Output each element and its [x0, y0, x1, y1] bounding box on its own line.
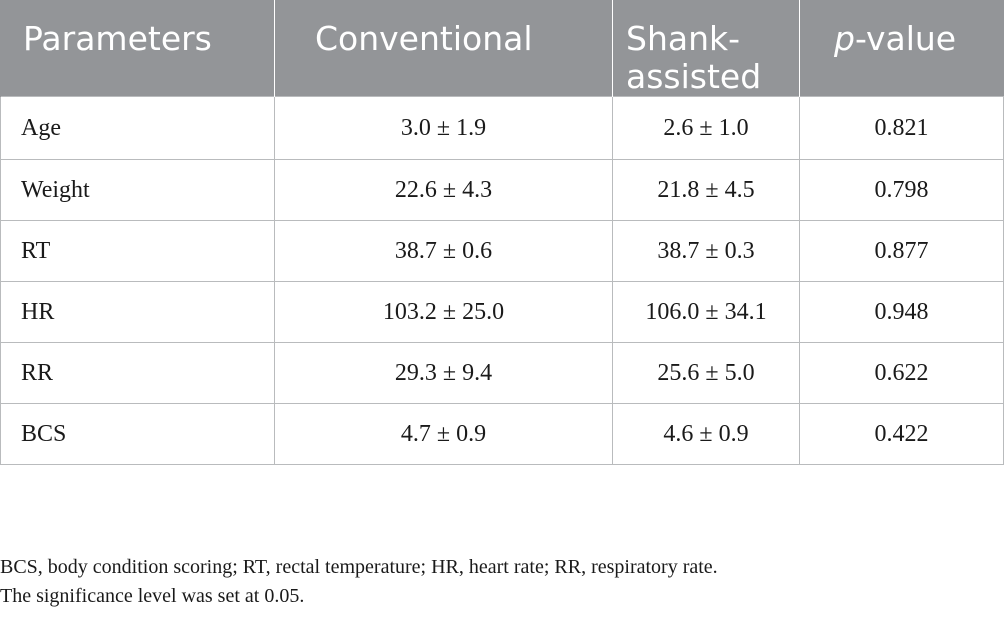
cell-parameter: HR — [0, 281, 275, 343]
cell-p-value: 0.821 — [799, 96, 1004, 160]
cell-conventional: 3.0 ± 1.9 — [274, 96, 613, 160]
cell-p-value: 0.798 — [799, 159, 1004, 221]
header-p-value: p-value — [799, 0, 1004, 97]
cell-shank-assisted: 25.6 ± 5.0 — [612, 342, 800, 404]
table-header: Parameters Conventional Shank-assisted p… — [0, 0, 1004, 97]
cell-conventional: 103.2 ± 25.0 — [274, 281, 613, 343]
cell-parameter: RT — [0, 220, 275, 282]
footnote-significance: The significance level was set at 0.05. — [0, 585, 305, 607]
header-conventional: Conventional — [274, 0, 613, 97]
parameters-table: Parameters Conventional Shank-assisted p… — [0, 0, 1004, 465]
footnote-abbreviations: BCS, body condition scoring; RT, rectal … — [0, 556, 718, 578]
cell-shank-assisted: 2.6 ± 1.0 — [612, 96, 800, 160]
table-body: Age 3.0 ± 1.9 2.6 ± 1.0 0.821 Weight 22.… — [0, 96, 1004, 465]
cell-p-value: 0.422 — [799, 403, 1004, 465]
cell-shank-assisted: 38.7 ± 0.3 — [612, 220, 800, 282]
table-row: BCS 4.7 ± 0.9 4.6 ± 0.9 0.422 — [0, 403, 1004, 465]
cell-p-value: 0.877 — [799, 220, 1004, 282]
cell-parameter: Weight — [0, 159, 275, 221]
cell-shank-assisted: 21.8 ± 4.5 — [612, 159, 800, 221]
header-p-rest: -value — [854, 19, 957, 58]
cell-parameter: Age — [0, 96, 275, 160]
cell-parameter: RR — [0, 342, 275, 404]
table-row: Weight 22.6 ± 4.3 21.8 ± 4.5 0.798 — [0, 159, 1004, 221]
cell-conventional: 29.3 ± 9.4 — [274, 342, 613, 404]
header-shank-line2: assisted — [626, 57, 762, 96]
cell-conventional: 38.7 ± 0.6 — [274, 220, 613, 282]
header-row: Parameters Conventional Shank-assisted p… — [0, 0, 1004, 97]
table-row: RT 38.7 ± 0.6 38.7 ± 0.3 0.877 — [0, 220, 1004, 282]
cell-parameter: BCS — [0, 403, 275, 465]
cell-shank-assisted: 4.6 ± 0.9 — [612, 403, 800, 465]
cell-p-value: 0.948 — [799, 281, 1004, 343]
table-row: RR 29.3 ± 9.4 25.6 ± 5.0 0.622 — [0, 342, 1004, 404]
header-shank-assisted: Shank-assisted — [612, 0, 800, 97]
cell-shank-assisted: 106.0 ± 34.1 — [612, 281, 800, 343]
cell-conventional: 4.7 ± 0.9 — [274, 403, 613, 465]
header-shank-line1: Shank- — [626, 19, 741, 58]
cell-conventional: 22.6 ± 4.3 — [274, 159, 613, 221]
cell-p-value: 0.622 — [799, 342, 1004, 404]
header-p-italic: p — [834, 19, 855, 58]
table-footnotes: BCS, body condition scoring; RT, rectal … — [0, 553, 1000, 611]
table-row: HR 103.2 ± 25.0 106.0 ± 34.1 0.948 — [0, 281, 1004, 343]
table-row: Age 3.0 ± 1.9 2.6 ± 1.0 0.821 — [0, 96, 1004, 160]
header-parameters: Parameters — [0, 0, 275, 97]
